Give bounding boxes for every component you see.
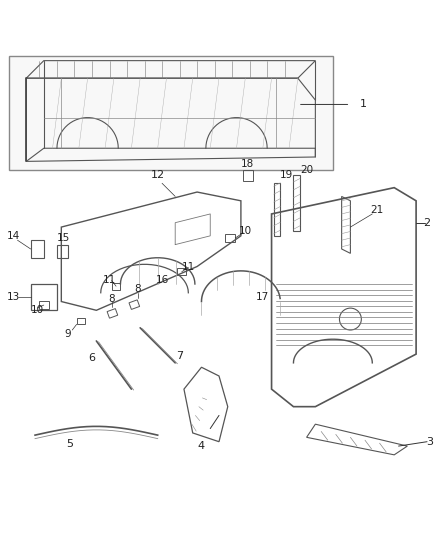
Bar <box>112 282 120 290</box>
Bar <box>39 301 49 310</box>
Text: 5: 5 <box>67 439 74 449</box>
Text: 13: 13 <box>7 292 20 302</box>
Text: 4: 4 <box>198 441 205 451</box>
Bar <box>177 268 186 275</box>
Text: 8: 8 <box>134 284 141 294</box>
Text: 6: 6 <box>88 353 95 364</box>
Text: 2: 2 <box>424 217 431 228</box>
Text: 7: 7 <box>176 351 183 361</box>
Text: 15: 15 <box>57 233 70 243</box>
FancyBboxPatch shape <box>9 56 333 170</box>
Text: 1: 1 <box>360 100 367 109</box>
Text: 21: 21 <box>370 205 383 215</box>
Bar <box>107 309 118 318</box>
Text: 9: 9 <box>64 329 71 340</box>
Text: 20: 20 <box>300 165 313 175</box>
Bar <box>77 318 85 324</box>
Bar <box>225 233 235 243</box>
Text: 19: 19 <box>280 169 293 180</box>
Text: 16: 16 <box>155 274 169 285</box>
Text: 10: 10 <box>31 305 44 316</box>
Text: 10: 10 <box>239 227 252 237</box>
Text: 12: 12 <box>151 169 165 180</box>
Text: 14: 14 <box>7 231 20 241</box>
Text: 11: 11 <box>182 262 195 271</box>
Text: 11: 11 <box>103 274 116 285</box>
Text: 17: 17 <box>256 292 269 302</box>
Text: 3: 3 <box>427 437 434 447</box>
Text: 18: 18 <box>241 159 254 168</box>
Text: 8: 8 <box>108 294 115 304</box>
Bar <box>129 300 140 310</box>
